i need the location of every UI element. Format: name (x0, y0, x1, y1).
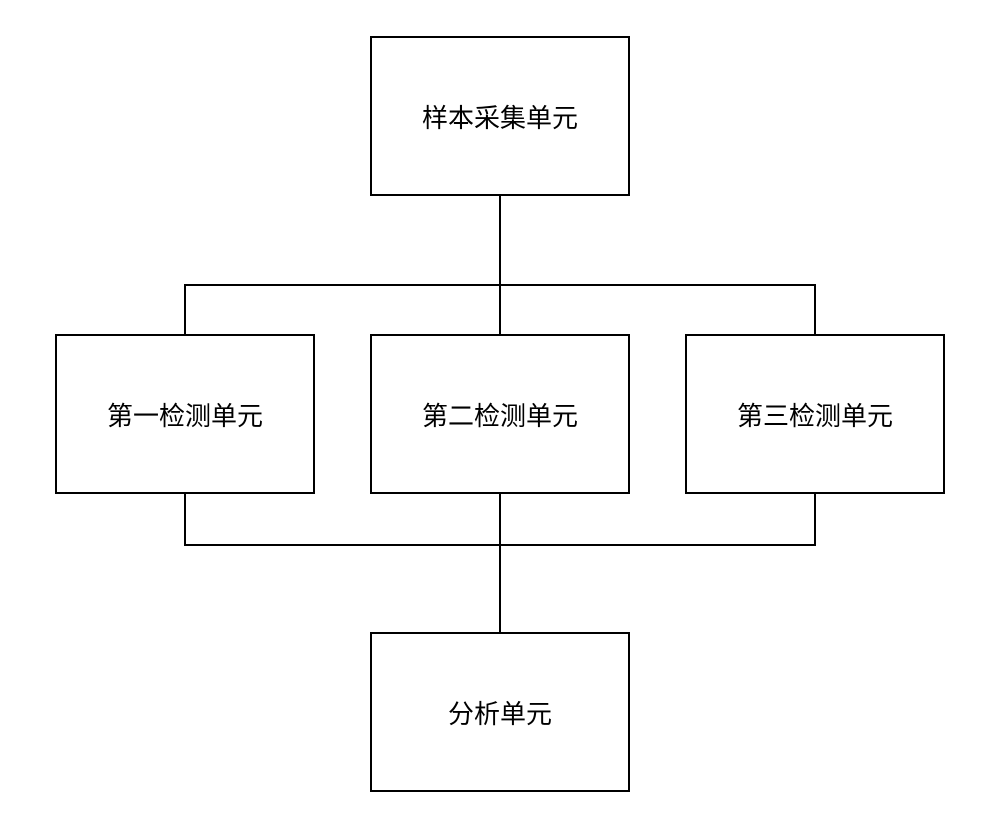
edge-stub-top-left (184, 284, 186, 334)
edge-vertical-top-center (499, 196, 501, 334)
node-third-detection: 第三检测单元 (685, 334, 945, 494)
node-analysis: 分析单元 (370, 632, 630, 792)
edge-vertical-center-bottom (499, 494, 501, 632)
node-second-detection: 第二检测单元 (370, 334, 630, 494)
node-label: 第一检测单元 (107, 396, 263, 433)
edge-bus-top (184, 284, 816, 286)
edge-stub-bottom-right (814, 494, 816, 544)
node-label: 第三检测单元 (737, 396, 893, 433)
edge-stub-top-right (814, 284, 816, 334)
node-sample-collection: 样本采集单元 (370, 36, 630, 196)
node-label: 分析单元 (448, 694, 552, 731)
node-first-detection: 第一检测单元 (55, 334, 315, 494)
node-label: 第二检测单元 (422, 396, 578, 433)
edge-bus-bottom (184, 544, 816, 546)
node-label: 样本采集单元 (422, 98, 578, 135)
edge-stub-bottom-left (184, 494, 186, 544)
